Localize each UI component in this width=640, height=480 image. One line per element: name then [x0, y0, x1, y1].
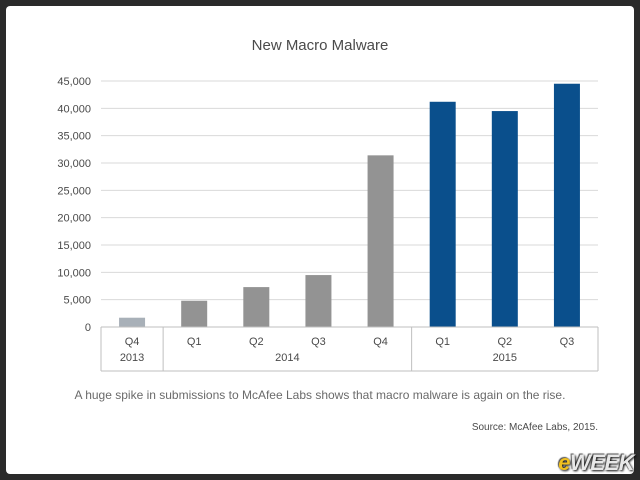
x-tick-label: Q2	[249, 336, 264, 348]
x-tick-label: Q3	[311, 336, 326, 348]
bar	[243, 287, 270, 327]
bar-chart: New Macro Malware 0 5,000 10,000 15,000 20,0…	[57, 37, 599, 433]
slide-card: New Macro Malware 0 5,000 10,000 15,000 20,0…	[6, 6, 634, 474]
bar	[305, 275, 332, 327]
bar	[367, 155, 394, 327]
y-tick-label: 40,000	[57, 103, 91, 115]
x-tick-label: Q1	[435, 336, 450, 348]
bar	[429, 101, 456, 327]
x-group-label: 2013	[120, 352, 144, 364]
y-tick-label: 0	[85, 322, 91, 334]
x-tick-label: Q2	[497, 336, 512, 348]
x-tick-label: Q4	[125, 336, 140, 348]
y-tick-label: 45,000	[57, 76, 91, 88]
y-tick-label: 30,000	[57, 158, 91, 170]
x-tick-label: Q4	[373, 336, 388, 348]
y-tick-label: 10,000	[57, 267, 91, 279]
x-tick-label: Q1	[187, 336, 202, 348]
y-tick-label: 15,000	[57, 240, 91, 252]
source-note: Source: McAfee Labs, 2015.	[472, 422, 598, 433]
bar	[119, 317, 146, 327]
bar	[181, 300, 208, 327]
x-group-label: 2014	[275, 352, 299, 364]
bar	[491, 111, 518, 327]
eweek-logo: eWEEK	[558, 450, 634, 475]
x-tick-label: Q3	[560, 336, 575, 348]
y-tick-label: 35,000	[57, 131, 91, 143]
chart-title: New Macro Malware	[252, 37, 389, 54]
x-group-label: 2015	[493, 352, 517, 364]
y-tick-label: 5,000	[63, 295, 91, 307]
y-tick-label: 20,000	[57, 213, 91, 225]
y-tick-label: 25,000	[57, 185, 91, 197]
chart-caption: A huge spike in submissions to McAfee La…	[75, 388, 566, 402]
bar	[553, 83, 580, 327]
